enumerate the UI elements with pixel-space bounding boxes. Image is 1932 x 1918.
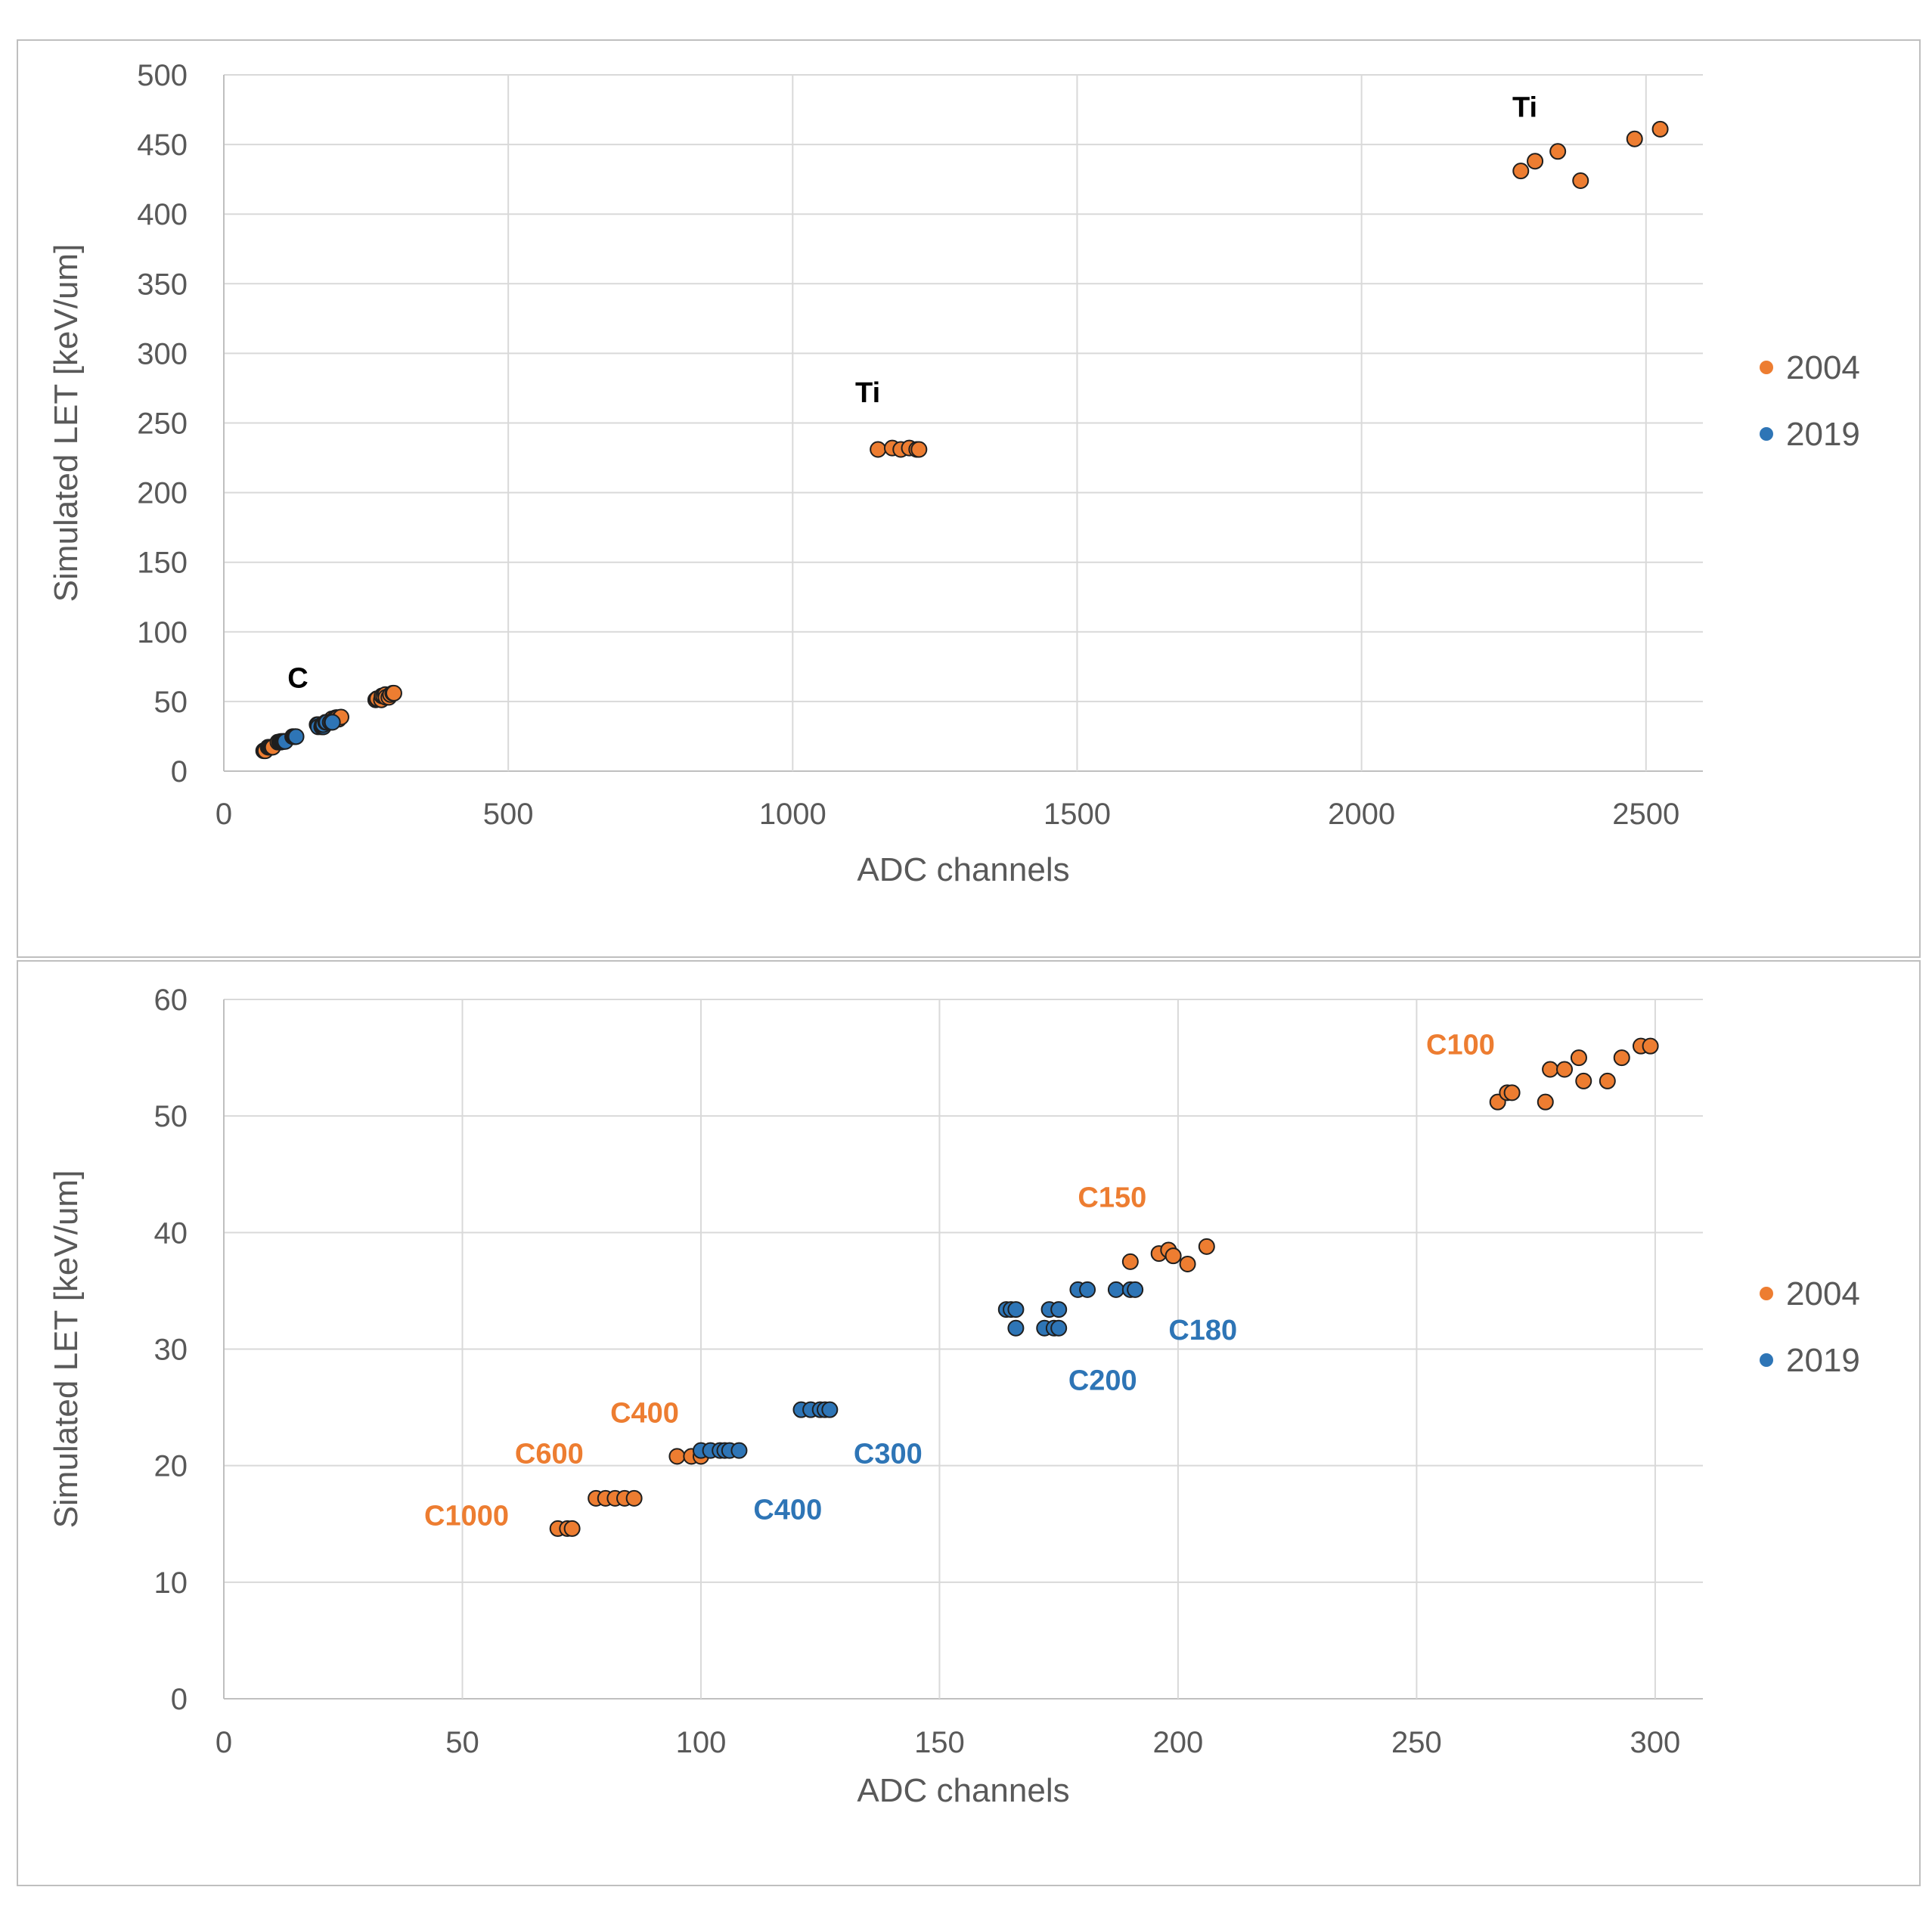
chart1-point-2019 [1127,1281,1144,1298]
chart1-ytick-label: 10 [154,1566,188,1600]
chart0-annotation: Ti [1512,91,1537,123]
chart0-point-2004 [1651,120,1669,138]
chart0-legend-marker-2019 [1760,427,1773,441]
chart1-point-2004 [1503,1084,1521,1102]
chart0-ytick-label: 250 [137,407,188,441]
chart0-xtick-label: 500 [483,798,534,831]
chart1-ytick-label: 40 [154,1216,188,1250]
chart1-annotation: C200 [1068,1365,1137,1396]
chart1-xtick-label: 150 [914,1726,965,1759]
chart0-point-2004 [1626,130,1643,147]
chart1-annotation: C150 [1078,1182,1146,1213]
chart0-ytick-label: 200 [137,477,188,510]
chart0-ytick-label: 400 [137,198,188,231]
chart1-point-2004 [1570,1049,1587,1067]
chart1-point-2004 [1599,1072,1616,1089]
chart1-annotation: C600 [515,1439,584,1470]
chart1-legend-marker-2019 [1760,1353,1773,1367]
chart0-point-2004 [385,684,402,702]
chart0-point-2019 [324,714,341,731]
chart1-xtick-label: 0 [216,1726,232,1759]
chart0-point-2004 [1512,163,1530,180]
chart0-point-2004 [870,441,887,458]
chart0-xtick-label: 0 [216,798,232,831]
chart1-point-2004 [625,1489,643,1507]
chart1-point-2019 [1007,1301,1025,1318]
chart1-point-2004 [1613,1049,1630,1067]
chart0-legend-marker-2004 [1760,361,1773,374]
chart1-point-2004 [1537,1093,1554,1111]
chart1-xtick-label: 200 [1153,1726,1204,1759]
chart1-point-2004 [563,1520,581,1537]
chart1-annotation: C1000 [424,1500,509,1532]
chart0-y-axis-title: Simulated LET [keV/um] [48,244,85,603]
chart1-annotation: C300 [854,1439,923,1470]
chart1-legend-label: 2019 [1786,1342,1860,1379]
chart0-xtick-label: 2500 [1612,798,1679,831]
bottom-chart-panel [17,960,1921,1886]
chart0-ytick-label: 0 [171,755,188,789]
chart1-point-2019 [1007,1319,1025,1337]
chart1-annotation: C400 [753,1495,822,1526]
chart1-annotation: C400 [610,1398,679,1430]
chart0-ytick-label: 150 [137,547,188,580]
chart0-point-2004 [1572,172,1589,189]
chart1-point-2004 [1575,1072,1592,1089]
chart1-legend-marker-2004 [1760,1287,1773,1300]
chart1-ytick-label: 20 [154,1450,188,1483]
top-chart-panel [17,39,1921,958]
chart1-y-axis-title: Simulated LET [keV/um] [48,1170,85,1529]
chart1-point-2019 [1050,1319,1068,1337]
chart1-point-2004 [668,1448,686,1465]
chart0-point-2004 [910,441,928,458]
chart0-ytick-label: 500 [137,59,188,92]
chart1-point-2019 [1079,1281,1096,1298]
chart0-annotation: C [287,662,308,694]
chart0-xtick-label: 1500 [1044,798,1111,831]
chart1-ytick-label: 0 [171,1683,188,1716]
chart0-ytick-label: 50 [154,686,188,719]
chart1-ytick-label: 30 [154,1334,188,1367]
chart1-annotation: C100 [1426,1029,1495,1061]
chart1-point-2004 [1198,1238,1215,1255]
chart1-point-2004 [1164,1247,1182,1265]
chart1-point-2004 [1542,1061,1559,1078]
chart1-xtick-label: 100 [676,1726,727,1759]
chart1-ytick-label: 60 [154,984,188,1017]
chart1-xtick-label: 250 [1391,1726,1442,1759]
chart1-point-2004 [1121,1253,1139,1270]
chart0-point-2004 [1527,153,1544,170]
chart0-xtick-label: 1000 [759,798,826,831]
chart0-point-2004 [1549,143,1567,160]
chart0-point-2019 [287,728,305,745]
chart1-point-2019 [1050,1301,1068,1318]
chart1-xtick-label: 300 [1630,1726,1681,1759]
chart0-legend-label: 2019 [1786,416,1860,453]
chart1-point-2019 [821,1401,839,1418]
chart0-annotation: Ti [855,377,880,409]
chart1-xtick-label: 50 [445,1726,479,1759]
chart0-ytick-label: 300 [137,337,188,370]
chart0-ytick-label: 450 [137,129,188,162]
chart1-legend-label: 2004 [1786,1275,1860,1312]
chart1-point-2004 [1556,1061,1574,1078]
chart0-xtick-label: 2000 [1328,798,1395,831]
chart1-point-2019 [1107,1281,1124,1298]
chart1-x-axis-title: ADC channels [857,1772,1069,1809]
chart1-annotation: C180 [1168,1315,1237,1346]
chart1-point-2004 [1179,1255,1196,1272]
chart0-ytick-label: 350 [137,268,188,301]
chart0-x-axis-title: ADC channels [857,851,1069,888]
chart0-legend-label: 2004 [1786,349,1860,386]
chart0-ytick-label: 100 [137,616,188,649]
chart1-ytick-label: 50 [154,1100,188,1133]
chart1-point-2019 [730,1442,748,1459]
chart1-point-2004 [1642,1037,1659,1055]
